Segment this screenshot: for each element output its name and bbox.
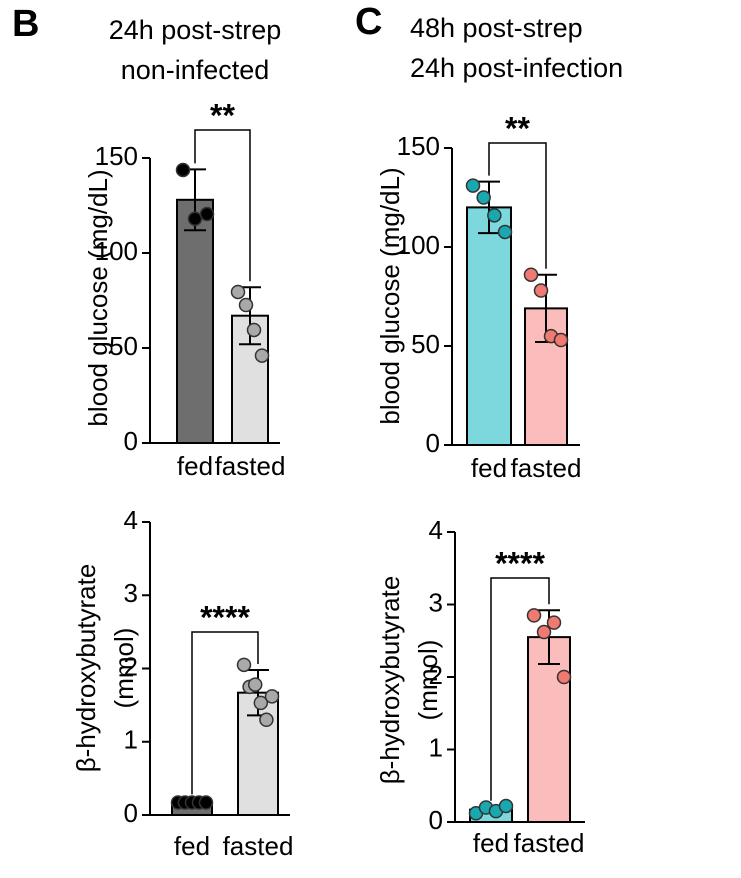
- data-point: [498, 798, 514, 814]
- y-tick-label: 0: [426, 428, 440, 458]
- chart-title: 24h post-strep: [109, 15, 282, 45]
- data-point: [553, 332, 569, 348]
- y-tick-label: 4: [429, 515, 443, 545]
- significance-bracket: [490, 577, 550, 801]
- y-tick-label: 150: [397, 131, 440, 161]
- y-tick-label: 3: [429, 587, 443, 617]
- data-point: [533, 283, 549, 298]
- significance-bracket: [194, 129, 251, 282]
- significance-label: ****: [495, 545, 545, 581]
- data-point: [246, 322, 262, 338]
- data-point: [526, 608, 542, 623]
- data-point: [247, 677, 263, 692]
- significance-label: **: [505, 110, 530, 146]
- y-tick-label: 100: [95, 236, 138, 266]
- y-tick-label: 1: [124, 725, 138, 755]
- data-point: [175, 162, 191, 178]
- data-point: [465, 178, 481, 193]
- y-tick-label: 150: [95, 141, 138, 171]
- chart-title: 48h post-strep: [410, 13, 583, 43]
- x-tick-label: fed: [174, 831, 210, 861]
- y-tick-label: 0: [124, 798, 138, 828]
- data-point: [238, 297, 254, 313]
- y-axis-label: β-hydroxybutyrate: [71, 564, 101, 773]
- x-tick-label: fed: [473, 828, 509, 858]
- y-axis-label: (mmol): [413, 640, 443, 721]
- data-point: [199, 206, 215, 222]
- data-point: [253, 695, 269, 711]
- x-tick-label: fasted: [511, 453, 582, 483]
- data-point: [230, 284, 246, 300]
- data-point: [236, 657, 252, 673]
- data-point: [254, 348, 270, 363]
- panel-label: B: [12, 3, 39, 45]
- y-tick-label: 2: [429, 660, 443, 690]
- y-axis-label: β-hydroxybutyrate: [375, 576, 405, 785]
- y-tick-label: 0: [429, 805, 443, 835]
- y-tick-label: 2: [124, 651, 138, 681]
- bar: [466, 206, 512, 446]
- y-tick-label: 100: [397, 230, 440, 260]
- data-point: [259, 712, 274, 728]
- x-tick-label: fasted: [514, 828, 585, 858]
- data-point: [198, 795, 214, 810]
- y-tick-label: 4: [124, 505, 138, 535]
- x-tick-label: fed: [471, 453, 507, 483]
- significance-bracket: [488, 142, 547, 269]
- x-tick-label: fed: [177, 451, 213, 481]
- chart-title: 24h post-infection: [410, 53, 623, 83]
- bar: [176, 198, 214, 444]
- data-point: [556, 669, 572, 685]
- data-point: [476, 190, 491, 205]
- data-point: [264, 689, 280, 704]
- x-tick-label: fasted: [215, 451, 286, 481]
- y-axis-label: blood glucose (mg/dL): [83, 169, 113, 426]
- data-point: [487, 208, 502, 223]
- y-tick-label: 1: [429, 732, 443, 762]
- significance-bracket: [191, 631, 259, 795]
- y-tick-label: 3: [124, 578, 138, 608]
- y-tick-label: 0: [124, 426, 138, 456]
- significance-label: ****: [200, 599, 250, 635]
- significance-label: **: [210, 97, 235, 133]
- y-axis-label: (mmol): [109, 628, 139, 709]
- panel-label: C: [355, 1, 382, 43]
- data-point: [536, 624, 552, 640]
- chart-title: non-infected: [121, 55, 270, 85]
- data-point: [546, 615, 562, 630]
- y-tick-label: 50: [411, 329, 440, 359]
- data-point: [187, 211, 203, 227]
- data-point: [523, 267, 539, 282]
- data-point: [497, 224, 513, 240]
- y-tick-label: 50: [109, 331, 138, 361]
- y-axis-label: blood glucose (mg/dL): [375, 167, 405, 424]
- x-tick-label: fasted: [223, 831, 294, 861]
